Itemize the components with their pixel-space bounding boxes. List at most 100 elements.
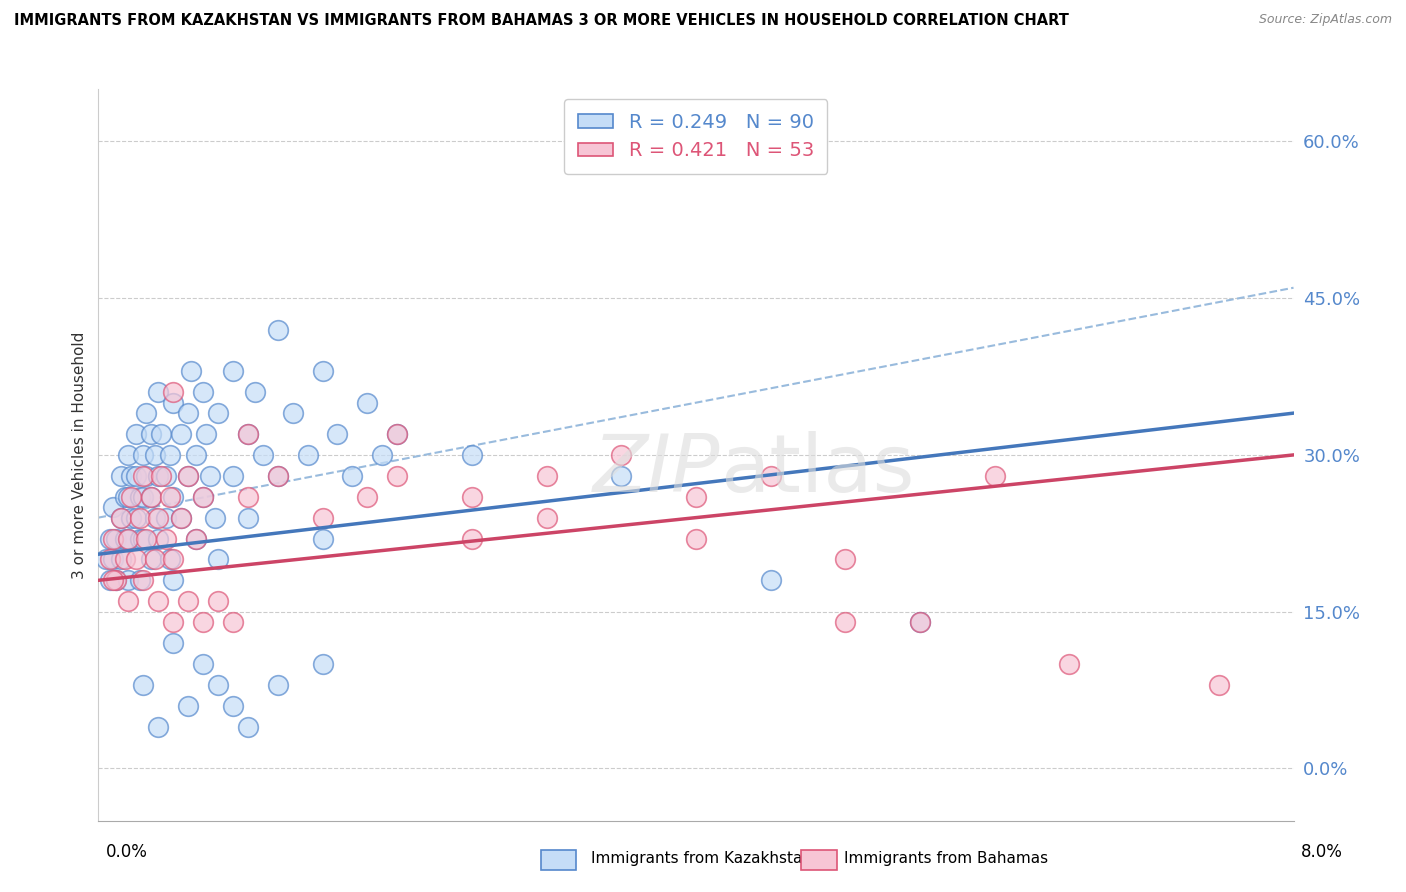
Point: [1059, 657, 1081, 671]
Point: [139, 490, 162, 504]
Point: [110, 552, 132, 566]
Point: [117, 532, 139, 546]
Text: Immigrants from Kazakhstan: Immigrants from Kazakhstan: [591, 851, 811, 865]
Point: [536, 468, 558, 483]
Point: [110, 510, 132, 524]
Point: [129, 574, 152, 588]
Point: [385, 427, 409, 442]
Point: [139, 427, 162, 442]
Point: [685, 490, 707, 504]
Point: [267, 322, 290, 336]
Point: [1208, 678, 1230, 692]
Point: [143, 552, 166, 566]
Point: [162, 385, 184, 400]
Point: [204, 510, 226, 524]
Point: [984, 468, 1007, 483]
Point: [207, 406, 229, 420]
Point: [267, 678, 290, 692]
Point: [184, 448, 207, 462]
Point: [94, 552, 117, 566]
Point: [125, 468, 148, 483]
Point: [103, 552, 125, 566]
Point: [356, 395, 378, 409]
Point: [135, 468, 157, 483]
Point: [177, 406, 200, 420]
Point: [132, 574, 155, 588]
Point: [103, 500, 125, 515]
Point: [252, 448, 274, 462]
Point: [385, 468, 409, 483]
Point: [162, 636, 184, 650]
Point: [125, 427, 148, 442]
Point: [132, 678, 155, 692]
Point: [148, 385, 170, 400]
Point: [191, 615, 214, 629]
Point: [281, 406, 304, 420]
Text: IMMIGRANTS FROM KAZAKHSTAN VS IMMIGRANTS FROM BAHAMAS 3 OR MORE VEHICLES IN HOUS: IMMIGRANTS FROM KAZAKHSTAN VS IMMIGRANTS…: [14, 13, 1069, 29]
Point: [139, 552, 162, 566]
Point: [110, 510, 132, 524]
Text: 0.0%: 0.0%: [105, 843, 148, 861]
Legend: R = 0.249   N = 90, R = 0.421   N = 53: R = 0.249 N = 90, R = 0.421 N = 53: [564, 99, 828, 174]
Point: [132, 490, 155, 504]
Point: [759, 468, 782, 483]
Point: [162, 574, 184, 588]
Point: [245, 385, 267, 400]
Point: [143, 448, 166, 462]
Point: [103, 532, 125, 546]
Point: [162, 615, 184, 629]
Point: [155, 532, 177, 546]
Point: [177, 468, 200, 483]
Point: [117, 594, 139, 608]
Point: [207, 678, 229, 692]
Point: [610, 448, 633, 462]
Point: [236, 427, 259, 442]
Point: [148, 532, 170, 546]
Point: [105, 574, 128, 588]
Point: [191, 490, 214, 504]
Point: [135, 406, 157, 420]
Point: [236, 720, 259, 734]
Point: [356, 490, 378, 504]
Point: [129, 532, 152, 546]
Point: [207, 552, 229, 566]
Point: [143, 510, 166, 524]
Point: [120, 490, 142, 504]
Point: [155, 468, 177, 483]
Point: [222, 698, 245, 713]
Point: [98, 552, 122, 566]
Point: [195, 427, 218, 442]
Point: [103, 574, 125, 588]
Point: [117, 448, 139, 462]
Y-axis label: 3 or more Vehicles in Household: 3 or more Vehicles in Household: [72, 331, 87, 579]
Point: [117, 490, 139, 504]
Text: ZIP: ZIP: [592, 431, 720, 508]
Point: [371, 448, 394, 462]
Point: [150, 427, 173, 442]
Text: Immigrants from Bahamas: Immigrants from Bahamas: [844, 851, 1047, 865]
Point: [120, 468, 142, 483]
Point: [311, 657, 333, 671]
Point: [120, 510, 142, 524]
Point: [148, 468, 170, 483]
Point: [125, 510, 148, 524]
Point: [155, 510, 177, 524]
Point: [114, 532, 136, 546]
Point: [222, 364, 245, 378]
Point: [110, 468, 132, 483]
Point: [311, 532, 333, 546]
Point: [184, 532, 207, 546]
Point: [184, 532, 207, 546]
Point: [159, 552, 181, 566]
Point: [135, 532, 157, 546]
Point: [148, 720, 170, 734]
Point: [610, 468, 633, 483]
Point: [311, 510, 333, 524]
Point: [139, 490, 162, 504]
Point: [150, 468, 173, 483]
Point: [908, 615, 931, 629]
Point: [177, 468, 200, 483]
Point: [908, 615, 931, 629]
Text: Source: ZipAtlas.com: Source: ZipAtlas.com: [1258, 13, 1392, 27]
Point: [461, 532, 484, 546]
